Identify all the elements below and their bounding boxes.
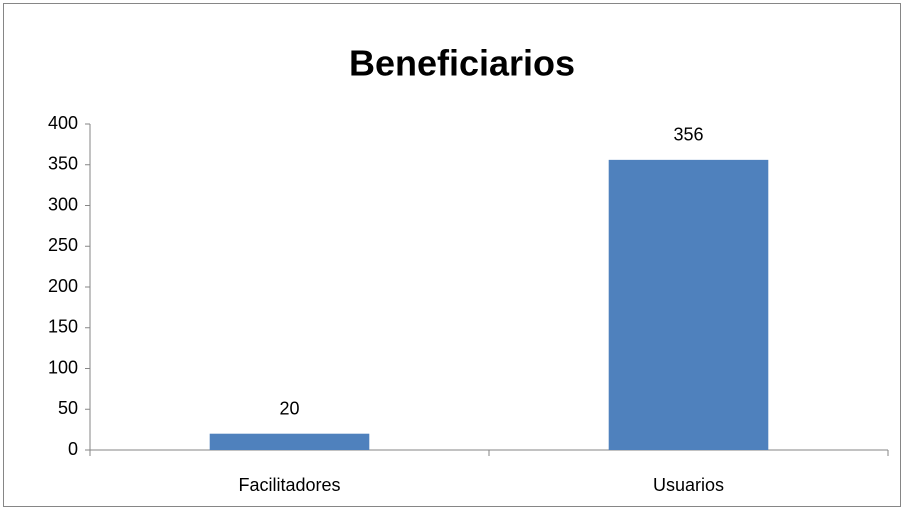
x-tick-label: Facilitadores [238,475,340,495]
y-tick-label: 150 [48,317,78,337]
y-tick-label: 0 [68,439,78,459]
bar [608,159,769,451]
y-tick-label: 300 [48,194,78,214]
y-tick-label: 200 [48,276,78,296]
data-label: 20 [279,398,299,418]
x-tick-label: Usuarios [653,475,724,495]
y-tick-label: 50 [58,398,78,418]
bar [209,433,370,450]
data-label: 356 [673,125,703,145]
y-tick-label: 350 [48,154,78,174]
chart-title: Beneficiarios [349,43,575,84]
y-tick-label: 400 [48,113,78,133]
y-tick-label: 100 [48,357,78,377]
y-tick-label: 250 [48,235,78,255]
